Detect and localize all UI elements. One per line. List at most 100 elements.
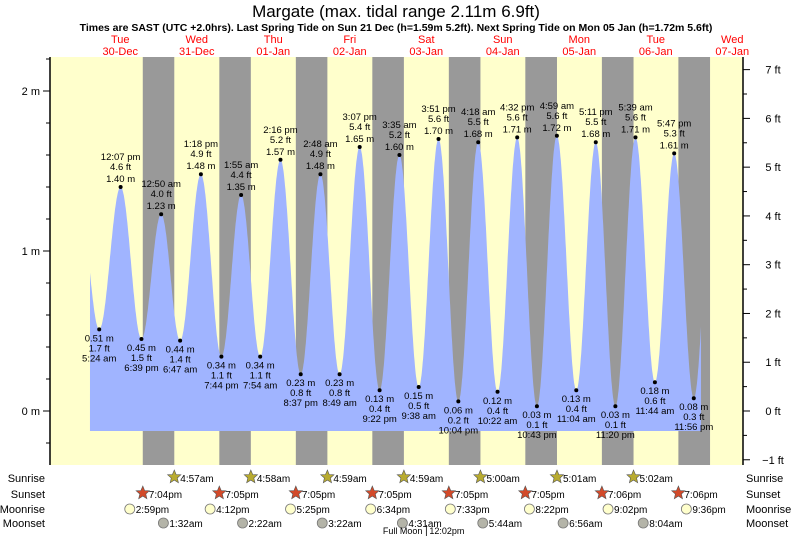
right-axis-tick-label: 0 ft (765, 406, 780, 418)
high-tide-point (554, 133, 559, 138)
high-tide-time: 4:32 pm (500, 102, 534, 113)
sunrise-star-icon (549, 469, 565, 484)
day-label-dow: Wed (186, 34, 208, 46)
high-tide-point (397, 153, 402, 157)
high-tide-time: 4:18 am (461, 107, 495, 118)
low-tide-ft: 1.1 ft (211, 371, 232, 382)
moonset-time: 5:44am (489, 519, 522, 530)
sunset-time: 7:05pm (455, 490, 488, 501)
day-label-date: 04-Jan (486, 46, 520, 58)
high-tide-ft: 4.4 ft (231, 170, 252, 181)
low-tide-point (377, 388, 382, 393)
low-tide-time: 10:04 pm (439, 425, 479, 436)
high-tide-ft: 5.5 ft (468, 117, 489, 128)
moonset-icon (396, 517, 408, 529)
sunrise-time: 5:00am (486, 474, 519, 485)
day-label-date: 05-Jan (562, 46, 596, 58)
low-tide-time: 9:38 am (402, 411, 436, 422)
day-label-date: 01-Jan (256, 46, 290, 58)
high-tide-m: 1.57 m (266, 147, 295, 158)
low-tide-point (613, 404, 618, 409)
low-tide-m: 0.44 m (166, 345, 195, 356)
moonset-icon (477, 517, 489, 529)
sunrise-star-icon (473, 469, 488, 484)
high-tide-m: 1.35 m (227, 182, 256, 193)
left-axis-tick-label: 1 m (22, 246, 40, 258)
tide-series (89, 135, 702, 432)
high-tide-point (278, 157, 283, 162)
moonrise-icon (285, 503, 296, 515)
low-tide-ft: 0.1 ft (605, 420, 626, 431)
high-tide-time: 5:39 am (618, 102, 652, 113)
sunrise-time: 5:02am (640, 474, 673, 485)
sunset-star-icon (364, 485, 380, 500)
sunrise-row-label-left: Sunrise (8, 473, 45, 485)
high-tide-ft: 5.6 ft (625, 112, 646, 123)
sunset-row-label-right: Sunset (746, 489, 780, 501)
chart-title: Margate (max. tidal range 2.11m 6.9ft) (252, 2, 540, 21)
day-label-date: 02-Jan (333, 46, 367, 58)
low-tide-time: 7:54 am (243, 381, 277, 392)
sunset-time: 7:04pm (149, 490, 182, 501)
low-tide-ft: 0.2 ft (448, 415, 469, 426)
day-label-dow: Fri (343, 34, 356, 46)
low-tide-point (258, 354, 263, 359)
low-tide-time: 6:39 pm (124, 363, 158, 374)
low-tide-ft: 0.1 ft (526, 420, 547, 431)
day-label-date: 30-Dec (103, 46, 139, 58)
day-label-dow: Thu (264, 34, 283, 46)
high-tide-ft: 5.5 ft (585, 117, 606, 128)
low-tide-point (495, 389, 500, 394)
low-tide-m: 0.23 m (325, 378, 354, 389)
sunrise-time: 4:58am (257, 474, 290, 485)
high-tide-time: 12:07 pm (101, 152, 141, 163)
day-label-dow: Wed (721, 34, 743, 46)
sunrise-time: 4:59am (333, 474, 366, 485)
low-tide-ft: 0.3 ft (683, 412, 704, 423)
low-tide-point (97, 327, 102, 332)
moonset-time: 6:56am (569, 519, 602, 530)
sunset-star-icon (441, 485, 457, 500)
low-tide-point (219, 354, 224, 359)
tide-area (89, 135, 702, 432)
high-tide-ft: 5.6 ft (428, 114, 449, 125)
high-tide-point (239, 193, 244, 197)
tide-labels: 0.51 m1.7 ft5:24 am 12:07 pm4.6 ft1.40 m 0… (82, 101, 713, 441)
high-tide-point (593, 140, 598, 145)
moonset-row-label-right: Moonset (746, 518, 788, 530)
day-label-date: 03-Jan (409, 46, 443, 58)
high-tide-m: 1.23 m (147, 201, 176, 212)
sunset-star-icon (135, 485, 151, 500)
moonrise-time: 7:33pm (456, 505, 489, 516)
low-tide-m: 0.34 m (246, 361, 275, 372)
high-tide-time: 5:47 pm (657, 118, 691, 129)
high-tide-point (515, 135, 520, 140)
sunset-time: 7:05pm (531, 490, 564, 501)
moonset-icon (316, 517, 328, 529)
low-tide-point (574, 388, 579, 393)
sunset-star-icon (594, 485, 610, 500)
sunrise-time: 4:59am (410, 474, 443, 485)
low-tide-ft: 0.4 ft (369, 404, 390, 415)
high-tide-point (198, 172, 203, 177)
low-tide-m: 0.06 m (444, 405, 473, 416)
high-tide-ft: 4.9 ft (310, 149, 331, 160)
moonrise-time: 9:36pm (692, 505, 725, 516)
low-tide-ft: 0.4 ft (566, 404, 587, 415)
moonrise-row-label-left: Moonrise (0, 504, 45, 516)
moonset-icon (557, 517, 569, 529)
low-tide-point (652, 380, 657, 385)
day-label-dow: Mon (569, 34, 590, 46)
day-labels: Tue30-DecWed31-DecThu01-JanFri02-JanSat0… (103, 34, 750, 58)
moonrise-time: 4:12pm (216, 505, 249, 516)
sunset-row-label-left: Sunset (11, 489, 45, 501)
sunset-star-icon (288, 485, 304, 500)
sunrise-star-icon (166, 469, 182, 484)
moonrise-icon (602, 503, 614, 515)
moonset-time: 4:31am (408, 519, 441, 530)
sunset-star-icon (670, 485, 686, 500)
high-tide-m: 1.40 m (106, 174, 135, 185)
high-tide-ft: 5.3 ft (664, 128, 685, 139)
low-tide-time: 9:22 pm (362, 414, 396, 425)
sunrise-star-icon (396, 469, 412, 484)
